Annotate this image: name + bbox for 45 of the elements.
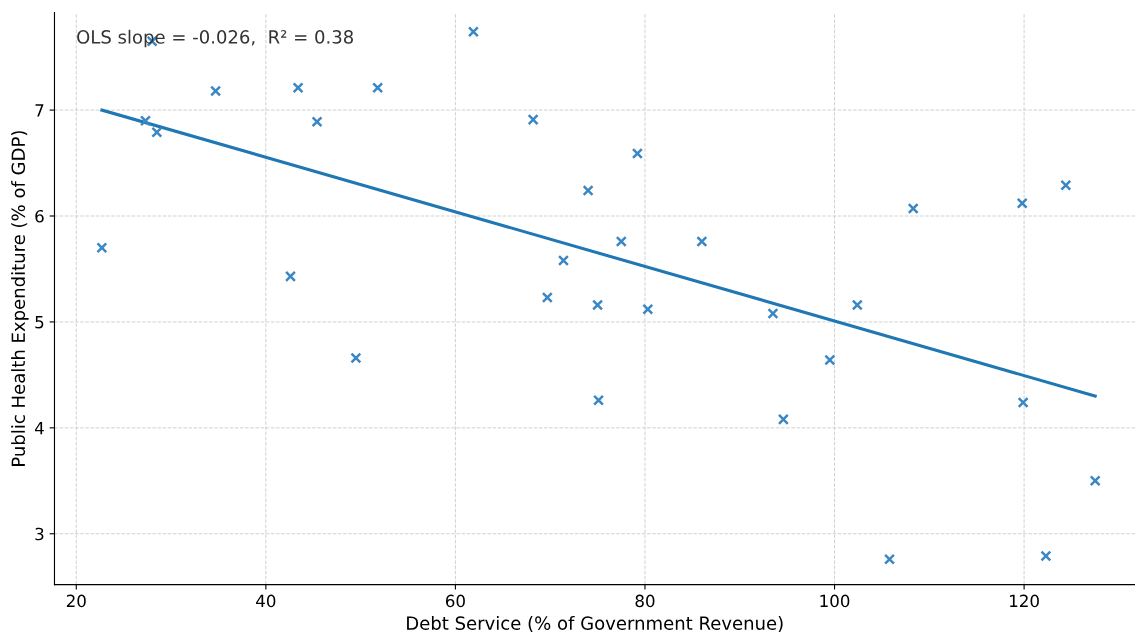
- point: [467, 26, 480, 38]
- point: [582, 184, 594, 197]
- point: [851, 299, 863, 311]
- annotation: OLS slope = -0.026, R² = 0.38: [77, 29, 353, 48]
- x-tick-label: 80: [635, 594, 655, 608]
- point: [1040, 550, 1052, 562]
- point: [1017, 396, 1029, 409]
- point: [696, 235, 708, 248]
- x-tick-label: 60: [445, 594, 465, 608]
- point: [592, 394, 605, 406]
- point: [591, 299, 604, 311]
- y-tick-label: 3: [35, 527, 44, 541]
- y-tick-label: 7: [35, 104, 44, 117]
- point: [767, 307, 779, 320]
- point: [557, 254, 570, 267]
- point: [1016, 197, 1028, 209]
- y-tick-label: 4: [34, 422, 44, 435]
- y-tick-label: 5: [35, 316, 44, 329]
- y-tick-label: 6: [35, 209, 44, 223]
- x-axis-title: Debt Service (% of Government Revenue): [407, 616, 783, 632]
- point: [777, 413, 789, 426]
- point: [284, 270, 297, 283]
- point: [631, 147, 644, 160]
- point: [615, 235, 627, 248]
- point: [96, 242, 108, 254]
- point: [1089, 475, 1101, 487]
- point: [883, 553, 896, 565]
- point: [151, 126, 163, 138]
- point: [372, 82, 384, 94]
- y-axis-title: Public Health Expenditure (% of GDP): [11, 131, 29, 466]
- x-tick-label: 20: [66, 594, 86, 608]
- point: [311, 116, 323, 128]
- x-tick-label: 120: [1010, 594, 1039, 608]
- x-tick-label: 100: [820, 594, 850, 608]
- point: [541, 291, 553, 304]
- point: [824, 354, 836, 366]
- point: [907, 202, 919, 215]
- point: [209, 85, 222, 97]
- point: [139, 115, 152, 127]
- x-tick-label: 40: [256, 594, 276, 608]
- point: [527, 113, 539, 126]
- point: [1060, 179, 1072, 191]
- point: [292, 82, 304, 94]
- point: [642, 303, 654, 315]
- point: [350, 352, 362, 364]
